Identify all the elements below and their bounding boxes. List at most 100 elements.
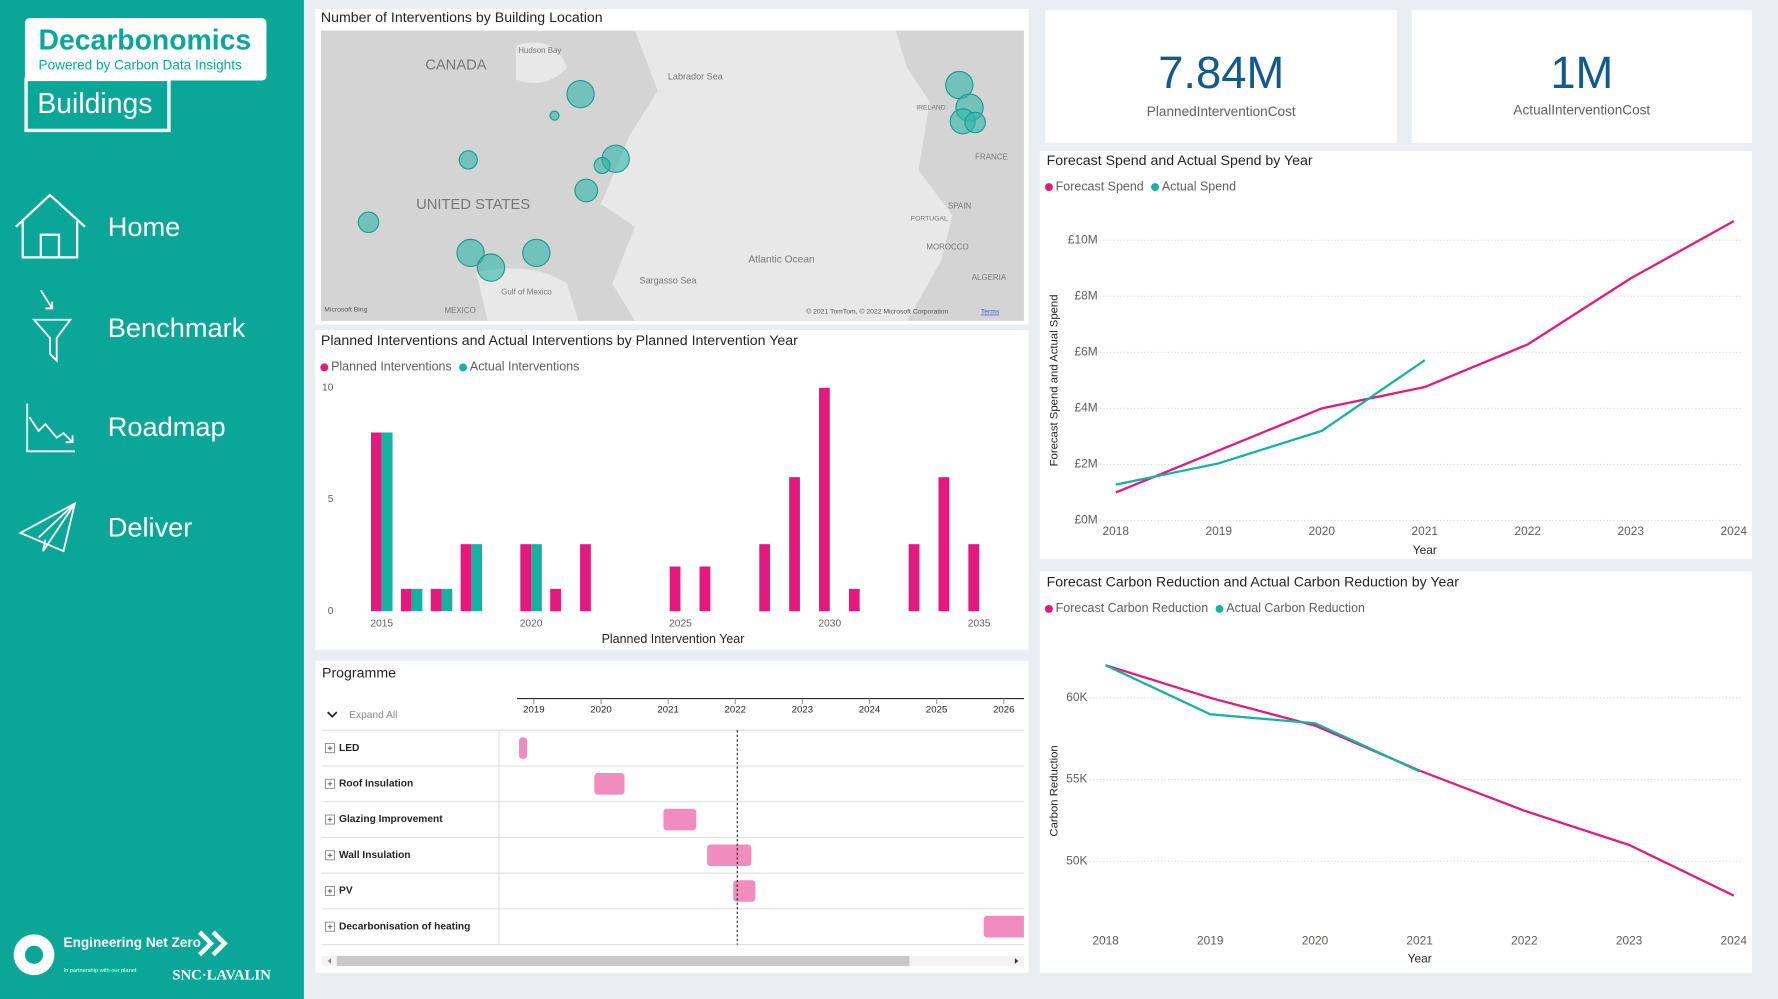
bar xyxy=(550,588,561,612)
x-tick-label: 2024 xyxy=(859,704,881,715)
x-tick-label: 2019 xyxy=(523,704,544,715)
bar xyxy=(471,544,483,612)
expand-box xyxy=(324,814,335,825)
panel xyxy=(1039,571,1752,973)
scroll-right xyxy=(1014,958,1019,964)
map-bubble xyxy=(566,79,595,109)
x-tick-label: 2035 xyxy=(968,618,991,629)
brand: Decarbonomics xyxy=(39,24,252,56)
kpi-value: 7.84M xyxy=(1158,47,1284,98)
x-tick-label: 2020 xyxy=(1309,524,1336,538)
map-label: ALGERIA xyxy=(972,273,1007,282)
x-axis-label: Year xyxy=(1413,543,1437,557)
map-bubble xyxy=(964,111,986,134)
x-tick-label: 2019 xyxy=(1206,524,1233,538)
bar xyxy=(938,477,950,612)
map-label: Labrador Sea xyxy=(668,72,724,82)
expand-box xyxy=(324,850,335,861)
bar xyxy=(441,588,453,612)
map-terms[interactable]: Terms xyxy=(981,309,1000,316)
map-bubble xyxy=(549,110,560,121)
map-label: UNITED STATES xyxy=(416,197,530,213)
bar xyxy=(699,566,711,612)
partner-note: In partnership with our planet xyxy=(64,968,137,974)
x-tick-label: 2020 xyxy=(590,704,611,715)
chart-title: Programme xyxy=(322,665,396,681)
expand-chevron xyxy=(327,711,338,718)
scroll-left xyxy=(327,958,332,964)
map-label: IRELAND xyxy=(916,105,946,112)
product-box xyxy=(24,77,171,133)
legend-label: Forecast Carbon Reduction xyxy=(1056,601,1209,615)
y-tick-label: £8M xyxy=(1075,288,1098,302)
map-label: Hudson Bay xyxy=(518,46,561,55)
product: Buildings xyxy=(37,88,152,120)
task-bar xyxy=(663,808,697,831)
x-tick-label: 2023 xyxy=(1616,933,1643,947)
partner-logo-inner xyxy=(24,945,44,964)
expand-plus xyxy=(327,853,333,858)
y-tick-label: 5 xyxy=(328,494,334,505)
bar xyxy=(381,432,393,612)
y-axis-label: Forecast Spend and Actual Spend xyxy=(1049,294,1061,466)
chart-title: Forecast Spend and Actual Spend by Year xyxy=(1047,153,1313,169)
map-ocean xyxy=(600,30,953,321)
nav-item[interactable]: Benchmark xyxy=(108,312,246,343)
chart-title: Planned Interventions and Actual Interve… xyxy=(321,333,798,349)
x-tick-label: 2018 xyxy=(1092,933,1119,947)
scrollbar-thumb xyxy=(336,955,910,967)
x-tick-label: 2030 xyxy=(818,618,841,629)
legend-label: Actual Interventions xyxy=(470,360,580,374)
expand-box xyxy=(324,778,335,789)
line xyxy=(1105,664,1421,773)
x-tick-label: 2024 xyxy=(1721,933,1748,947)
task-bar xyxy=(519,737,528,759)
task-label: PV xyxy=(339,886,353,897)
x-tick-label: 2025 xyxy=(669,618,692,629)
task-label: Wall Insulation xyxy=(339,850,411,861)
expand-box xyxy=(324,921,335,932)
nav-item[interactable]: Roadmap xyxy=(108,411,226,442)
y-tick-label: £2M xyxy=(1075,457,1098,471)
bar xyxy=(669,566,681,612)
bar xyxy=(789,477,800,612)
y-tick-label: 50K xyxy=(1066,853,1087,867)
sidebar: Decarbonomics Powered by Carbon Data Ins… xyxy=(0,0,304,999)
map-bubble xyxy=(522,238,551,268)
map-label: PORTUGAL xyxy=(911,216,948,223)
nav-item[interactable]: Deliver xyxy=(108,512,193,543)
panel xyxy=(1045,10,1397,143)
expand-plus xyxy=(327,745,333,751)
map-bay xyxy=(515,42,567,84)
bar xyxy=(400,588,412,612)
y-tick-label: £4M xyxy=(1075,400,1098,414)
expand-plus xyxy=(327,817,333,822)
x-tick-label: 2021 xyxy=(1406,933,1433,947)
legend-swatch xyxy=(320,363,329,372)
bar xyxy=(370,432,382,612)
map-bubbles xyxy=(357,70,986,282)
y-tick-label: 55K xyxy=(1066,772,1087,786)
map-label: MEXICO xyxy=(445,306,476,315)
task-label: Roof Insulation xyxy=(339,779,413,790)
map-bubble xyxy=(476,253,506,282)
legend-label: Forecast Spend xyxy=(1056,179,1144,193)
map-bubble xyxy=(574,178,599,203)
chart-title: Forecast Carbon Reduction and Actual Car… xyxy=(1047,575,1460,591)
x-tick-label: 2018 xyxy=(1103,524,1130,538)
map-label: SPAIN xyxy=(948,201,971,210)
expand-box xyxy=(324,743,335,754)
line xyxy=(1115,359,1426,486)
task-label: LED xyxy=(339,743,359,754)
legend-label: Actual Carbon Reduction xyxy=(1226,601,1365,615)
map-provider: Microsoft Bing xyxy=(324,306,367,313)
map-label: CANADA xyxy=(425,58,487,74)
map-gulf xyxy=(476,268,579,321)
task-bar xyxy=(594,773,625,795)
nav-item[interactable]: Home xyxy=(108,211,181,242)
home-icon xyxy=(15,193,86,259)
x-axis-label: Year xyxy=(1408,951,1432,965)
task-label: Glazing Improvement xyxy=(339,814,443,825)
expand-plus xyxy=(327,924,333,929)
x-tick-label: 2025 xyxy=(926,704,947,715)
